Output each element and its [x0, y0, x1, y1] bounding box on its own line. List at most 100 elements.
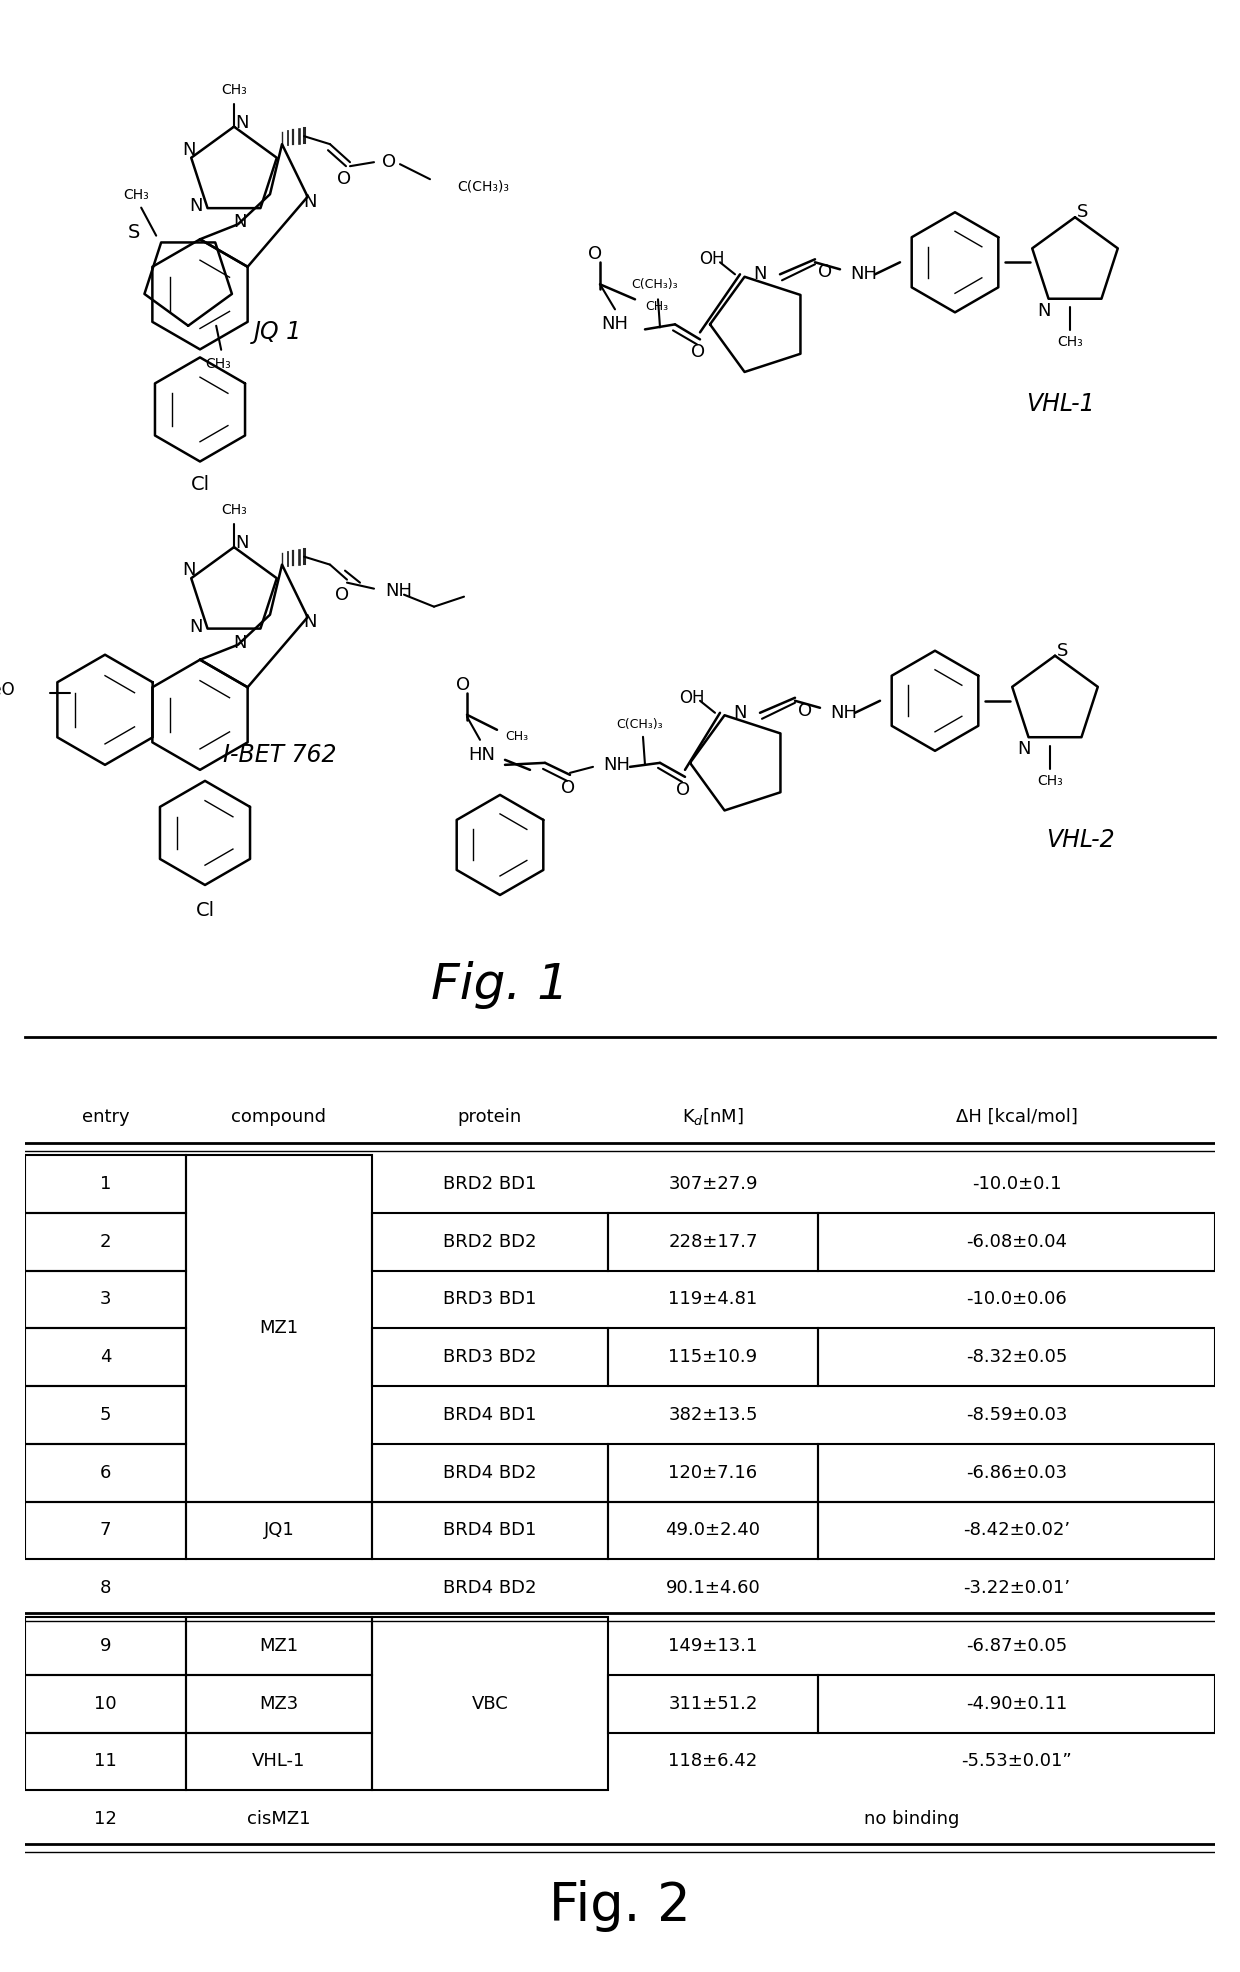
Bar — [818, 1329, 1215, 1386]
Text: HN: HN — [469, 745, 496, 763]
Text: N: N — [236, 114, 249, 132]
Text: C(CH₃)₃: C(CH₃)₃ — [616, 718, 663, 732]
Text: O: O — [337, 170, 351, 187]
Bar — [186, 1617, 372, 1674]
Text: 90.1±4.60: 90.1±4.60 — [666, 1580, 760, 1597]
Text: -10.0±0.06: -10.0±0.06 — [966, 1290, 1068, 1309]
Text: C(CH₃)₃: C(CH₃)₃ — [631, 278, 678, 290]
Text: no binding: no binding — [864, 1810, 959, 1828]
Text: CH₃: CH₃ — [645, 300, 668, 314]
Text: N: N — [236, 534, 249, 552]
Bar — [608, 1674, 818, 1733]
Bar — [372, 1329, 608, 1386]
Bar — [818, 1213, 1215, 1270]
Text: N: N — [233, 213, 247, 231]
Text: OH: OH — [699, 250, 724, 268]
Text: NH: NH — [384, 582, 412, 599]
Text: 2: 2 — [99, 1232, 112, 1250]
Text: 11: 11 — [94, 1753, 117, 1771]
Text: BRD4 BD2: BRD4 BD2 — [443, 1463, 537, 1481]
Bar — [25, 1733, 186, 1791]
Bar — [372, 1501, 608, 1560]
Text: O: O — [799, 702, 812, 720]
Text: O: O — [588, 245, 603, 264]
Bar — [25, 1156, 186, 1213]
Text: NH: NH — [603, 755, 630, 773]
Text: JQ 1: JQ 1 — [254, 319, 303, 345]
Text: S: S — [1078, 203, 1089, 221]
Bar — [608, 1329, 818, 1386]
Text: VHL-1: VHL-1 — [252, 1753, 306, 1771]
Text: CH₃: CH₃ — [505, 730, 528, 743]
Bar — [186, 1674, 372, 1733]
Text: JQ1: JQ1 — [264, 1522, 294, 1540]
Text: 6: 6 — [99, 1463, 112, 1481]
Bar — [608, 1444, 818, 1501]
Bar — [25, 1386, 186, 1444]
Text: MeO: MeO — [0, 680, 15, 698]
Text: -10.0±0.1: -10.0±0.1 — [972, 1175, 1061, 1193]
Text: O: O — [818, 264, 832, 282]
Text: 149±13.1: 149±13.1 — [668, 1637, 758, 1655]
Text: O: O — [335, 586, 350, 603]
Text: S: S — [1058, 641, 1069, 661]
Text: NH: NH — [830, 704, 857, 722]
Bar — [608, 1501, 818, 1560]
Text: 12: 12 — [94, 1810, 117, 1828]
Text: CH₃: CH₃ — [206, 357, 231, 371]
Text: N: N — [1037, 302, 1050, 319]
Bar — [186, 1156, 372, 1501]
Text: -8.42±0.02’: -8.42±0.02’ — [963, 1522, 1070, 1540]
Text: CH₃: CH₃ — [1058, 335, 1083, 349]
Bar — [372, 1213, 608, 1270]
Bar — [372, 1617, 608, 1791]
Bar — [25, 1270, 186, 1329]
Bar — [25, 1617, 186, 1674]
Text: 115±10.9: 115±10.9 — [668, 1349, 758, 1367]
Text: -6.87±0.05: -6.87±0.05 — [966, 1637, 1068, 1655]
Text: -4.90±0.11: -4.90±0.11 — [966, 1694, 1068, 1714]
Text: 49.0±2.40: 49.0±2.40 — [666, 1522, 760, 1540]
Bar — [818, 1444, 1215, 1501]
Text: CH₃: CH₃ — [1037, 773, 1063, 789]
Text: -8.32±0.05: -8.32±0.05 — [966, 1349, 1068, 1367]
Text: NH: NH — [601, 316, 629, 333]
Text: Cl: Cl — [196, 901, 215, 919]
Text: 120±7.16: 120±7.16 — [668, 1463, 758, 1481]
Text: N: N — [753, 266, 766, 284]
Text: compound: compound — [232, 1108, 326, 1126]
Text: OH: OH — [680, 688, 704, 706]
Text: Fig. 1: Fig. 1 — [432, 960, 569, 1010]
Text: N: N — [182, 140, 196, 160]
Text: -8.59±0.03: -8.59±0.03 — [966, 1406, 1068, 1424]
Text: O: O — [382, 154, 396, 172]
Bar — [186, 1501, 372, 1560]
Text: N: N — [233, 633, 247, 651]
Text: -6.86±0.03: -6.86±0.03 — [966, 1463, 1068, 1481]
Text: cisMZ1: cisMZ1 — [247, 1810, 311, 1828]
Text: 8: 8 — [99, 1580, 112, 1597]
Text: ΔH [kcal/mol]: ΔH [kcal/mol] — [956, 1108, 1078, 1126]
Text: NH: NH — [849, 266, 877, 284]
Text: C(CH₃)₃: C(CH₃)₃ — [458, 179, 508, 193]
Text: -5.53±0.01”: -5.53±0.01” — [961, 1753, 1073, 1771]
Text: MZ1: MZ1 — [259, 1637, 299, 1655]
Bar — [372, 1444, 608, 1501]
Text: K$_d$[nM]: K$_d$[nM] — [682, 1106, 744, 1128]
Text: N: N — [1017, 740, 1030, 759]
Text: N: N — [303, 193, 316, 211]
Text: MZ1: MZ1 — [259, 1319, 299, 1337]
Text: 5: 5 — [99, 1406, 112, 1424]
Text: 3: 3 — [99, 1290, 112, 1309]
Text: BRD2 BD1: BRD2 BD1 — [443, 1175, 537, 1193]
Text: 1: 1 — [99, 1175, 112, 1193]
Text: BRD3 BD2: BRD3 BD2 — [443, 1349, 537, 1367]
Text: N: N — [733, 704, 746, 722]
Bar — [608, 1213, 818, 1270]
Text: VHL-1: VHL-1 — [1025, 392, 1095, 416]
Text: CH₃: CH₃ — [221, 503, 247, 517]
Text: N: N — [303, 613, 316, 631]
Text: O: O — [691, 343, 706, 361]
Text: 7: 7 — [99, 1522, 112, 1540]
Text: BRD4 BD2: BRD4 BD2 — [443, 1580, 537, 1597]
